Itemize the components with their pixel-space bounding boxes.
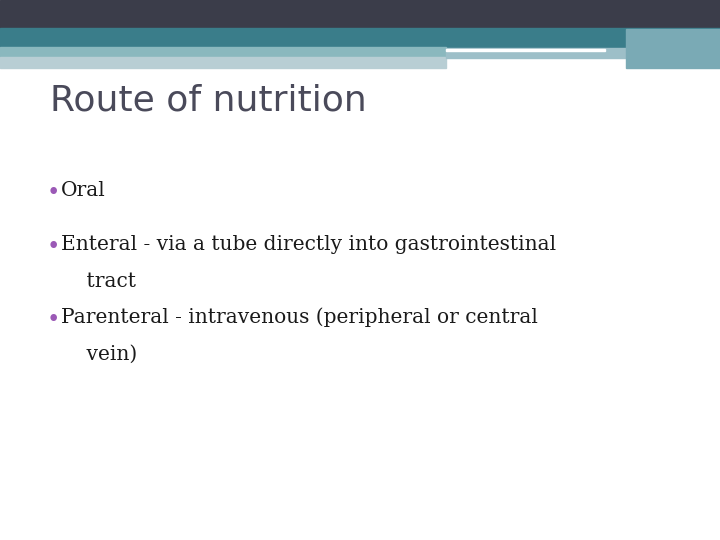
Bar <box>0 47 446 58</box>
Text: •: • <box>47 181 60 204</box>
Text: Enteral - via a tube directly into gastrointestinal: Enteral - via a tube directly into gastr… <box>61 235 557 254</box>
Bar <box>626 29 720 68</box>
Bar <box>0 28 720 49</box>
Text: vein): vein) <box>61 345 138 363</box>
Bar <box>0 57 446 68</box>
Text: Oral: Oral <box>61 181 106 200</box>
Text: •: • <box>47 235 60 258</box>
Text: tract: tract <box>61 272 136 291</box>
Text: Parenteral - intravenous (peripheral or central: Parenteral - intravenous (peripheral or … <box>61 308 538 327</box>
Bar <box>0 0 720 30</box>
Text: •: • <box>47 308 60 331</box>
Text: Route of nutrition: Route of nutrition <box>50 84 367 118</box>
Bar <box>446 48 626 58</box>
Bar <box>446 49 605 51</box>
